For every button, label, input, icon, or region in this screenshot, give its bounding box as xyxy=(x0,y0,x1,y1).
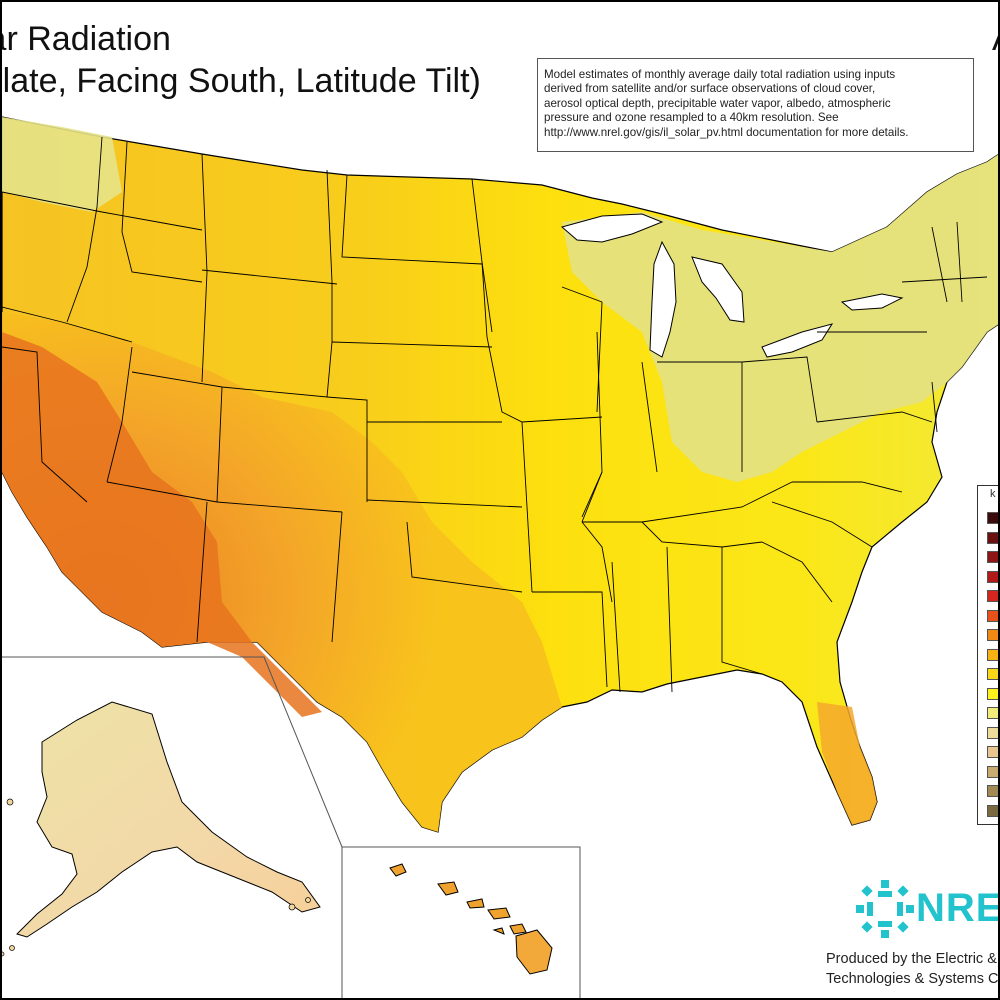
legend-swatch xyxy=(987,590,998,602)
lake-erie xyxy=(761,323,834,358)
legend-swatch xyxy=(987,570,998,583)
legend-swatch xyxy=(987,609,998,622)
legend-swatch xyxy=(987,551,998,563)
note-line: Model estimates of monthly average daily… xyxy=(544,68,896,81)
note-line: http://www.nrel.gov/gis/il_solar_pv.html… xyxy=(544,125,909,139)
legend-swatch xyxy=(987,707,998,719)
legend-box: k xyxy=(977,485,998,825)
alaska xyxy=(16,701,321,938)
northeast-low-radiation-zone xyxy=(562,154,998,482)
credit-line-2: Technologies & Systems C xyxy=(826,971,999,987)
lake-huron xyxy=(691,256,745,323)
legend-swatch xyxy=(987,512,998,524)
state-boundaries xyxy=(2,136,988,693)
lake-ontario xyxy=(840,293,904,311)
aleutian-islands xyxy=(2,798,311,957)
legend-swatch xyxy=(987,531,998,544)
legend-swatch xyxy=(987,785,998,797)
note-line: derived from satellite and/or surface ob… xyxy=(544,82,876,96)
legend-swatch xyxy=(987,765,998,778)
legend-label: k xyxy=(990,488,996,500)
lake-michigan xyxy=(649,240,677,358)
desert-peak-zone xyxy=(2,332,322,717)
hawaii xyxy=(389,863,553,975)
legend-swatch xyxy=(987,687,998,700)
southwest-high-radiation-zone xyxy=(2,312,562,832)
map-title-right-fragment: A xyxy=(992,20,998,59)
legend-swatch xyxy=(987,746,998,758)
map-title-line-1: lar Radiation xyxy=(2,20,171,58)
legend-swatch xyxy=(987,648,998,661)
inset-lines xyxy=(2,656,581,998)
pacific-northwest-zone xyxy=(2,117,122,212)
south-florida-zone xyxy=(817,702,877,825)
legend-swatch xyxy=(987,804,998,817)
nrel-logo-text: NREL xyxy=(916,886,998,930)
lake-superior xyxy=(560,213,664,243)
note-line: pressure and ozone resampled to a 40km r… xyxy=(544,111,839,125)
legend-swatch xyxy=(987,629,998,641)
nrel-logo-icon xyxy=(856,880,914,938)
methodology-note-box: Model estimates of monthly average daily… xyxy=(537,58,974,152)
note-line: aerosol optical depth, precipitable wate… xyxy=(544,96,891,110)
legend-swatch xyxy=(987,668,998,680)
credit-line-1: Produced by the Electric & xyxy=(826,951,997,967)
map-title-line-2: Plate, Facing South, Latitude Tilt) xyxy=(0,62,481,100)
legend-swatch xyxy=(987,726,998,739)
